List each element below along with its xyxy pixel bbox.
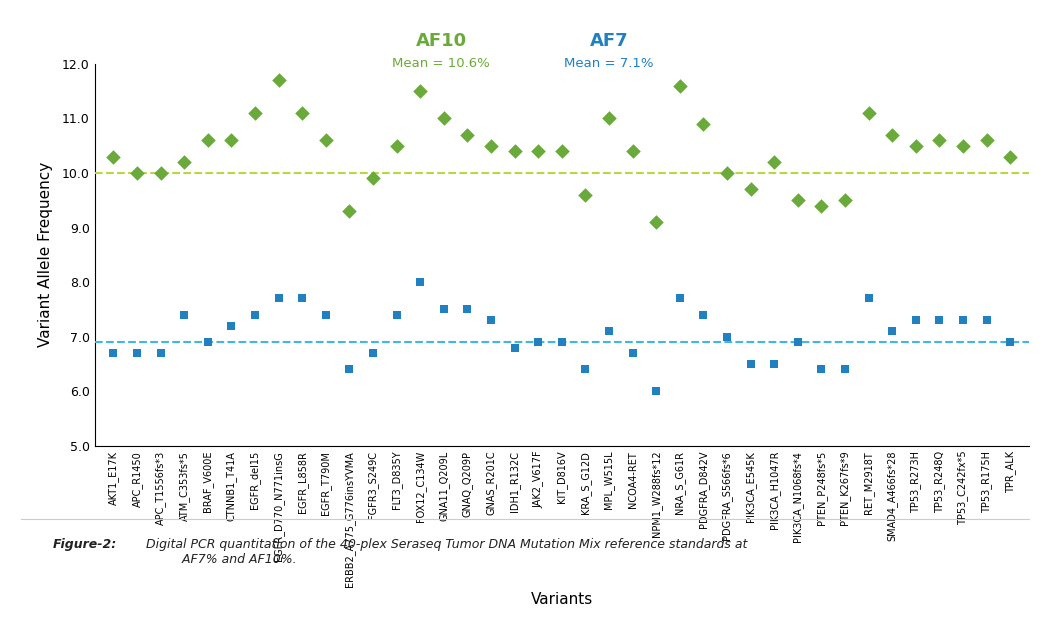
Point [553, 146, 570, 156]
Point [200, 337, 216, 347]
Point [790, 337, 806, 347]
Point [483, 315, 500, 326]
Point [152, 348, 169, 358]
Point [695, 118, 712, 129]
Point [624, 146, 640, 156]
Point [576, 190, 593, 200]
Point [175, 157, 192, 167]
Point [364, 348, 381, 358]
Text: Figure-2:: Figure-2: [52, 538, 117, 551]
Point [506, 146, 523, 156]
Point [907, 315, 924, 326]
Point [223, 320, 239, 331]
Point [790, 195, 806, 205]
Point [341, 206, 358, 216]
Point [624, 348, 640, 358]
Point [412, 277, 428, 287]
Point [152, 168, 169, 178]
Point [483, 141, 500, 151]
Point [954, 141, 971, 151]
Point [175, 310, 192, 320]
Point [860, 294, 877, 304]
Point [388, 310, 405, 320]
Point [907, 141, 924, 151]
Point [247, 310, 264, 320]
Point [718, 168, 735, 178]
Point [247, 108, 264, 118]
Point [270, 75, 287, 85]
Point [364, 173, 381, 183]
Point [412, 86, 428, 96]
Point [294, 108, 311, 118]
Point [506, 343, 523, 353]
Point [223, 135, 239, 145]
Point [884, 326, 901, 336]
Point [718, 332, 735, 342]
Point [1002, 152, 1018, 162]
Point [270, 294, 287, 304]
Text: Digital PCR quantitation of the 40-plex Seraseq Tumor DNA Mutation Mix reference: Digital PCR quantitation of the 40-plex … [142, 538, 748, 566]
Point [765, 359, 782, 369]
Point [459, 129, 476, 140]
Text: AF7: AF7 [590, 32, 628, 50]
Point [576, 364, 593, 375]
Point [695, 310, 712, 320]
Point [742, 184, 759, 194]
Text: Mean = 7.1%: Mean = 7.1% [564, 57, 654, 70]
Y-axis label: Variant Allele Frequency: Variant Allele Frequency [39, 162, 54, 347]
Point [530, 146, 547, 156]
Point [954, 315, 971, 326]
Point [317, 135, 334, 145]
Point [837, 364, 854, 375]
Point [671, 294, 688, 304]
Point [860, 108, 877, 118]
Point [884, 129, 901, 140]
Text: Mean = 10.6%: Mean = 10.6% [392, 57, 490, 70]
Point [459, 304, 476, 315]
Point [294, 294, 311, 304]
Point [553, 337, 570, 347]
Point [317, 310, 334, 320]
Point [128, 348, 145, 358]
Point [742, 359, 759, 369]
Point [931, 135, 948, 145]
Point [813, 364, 830, 375]
Point [979, 135, 995, 145]
Point [200, 135, 216, 145]
Point [671, 80, 688, 90]
Point [648, 386, 665, 396]
Point [105, 348, 122, 358]
Point [1002, 337, 1018, 347]
Point [765, 157, 782, 167]
Point [530, 337, 547, 347]
Point [931, 315, 948, 326]
Point [105, 152, 122, 162]
Point [648, 217, 665, 227]
Point [341, 364, 358, 375]
Text: AF10: AF10 [416, 32, 466, 50]
Point [601, 326, 617, 336]
Point [979, 315, 995, 326]
Point [436, 304, 453, 315]
Point [388, 141, 405, 151]
Point [436, 113, 453, 124]
X-axis label: Variants: Variants [530, 592, 593, 607]
Point [837, 195, 854, 205]
Point [601, 113, 617, 124]
Point [813, 201, 830, 211]
Point [128, 168, 145, 178]
